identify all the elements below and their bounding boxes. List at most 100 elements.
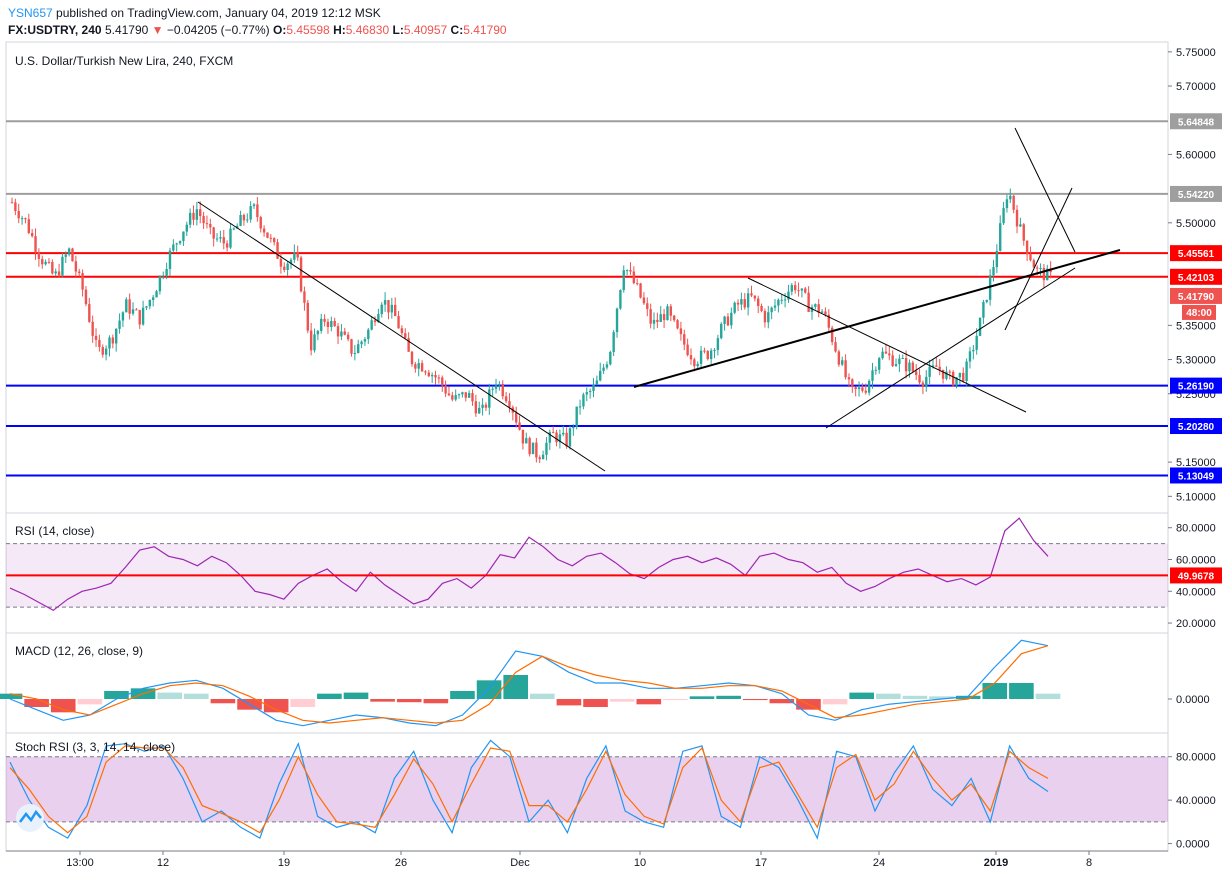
candle xyxy=(629,262,632,275)
macd-histogram-bar xyxy=(636,699,662,705)
macd-histogram-bar xyxy=(1035,693,1061,699)
candle xyxy=(894,358,898,367)
stoch-pane-title: Stoch RSI (3, 3, 14, 14, close) xyxy=(15,740,175,754)
candle xyxy=(135,307,138,311)
y-tick-label: 5.60000 xyxy=(1176,149,1216,161)
trendline-support[interactable] xyxy=(633,249,1121,388)
candle xyxy=(188,208,192,229)
macd-pane-title: MACD (12, 26, close, 9) xyxy=(15,644,143,658)
trendline-wedge-up[interactable] xyxy=(1004,187,1073,331)
macd-histogram-bar xyxy=(450,691,475,699)
candle xyxy=(115,328,118,352)
tradingview-logo-icon[interactable] xyxy=(16,804,44,832)
macd-histogram-bar xyxy=(210,699,236,704)
macd-histogram-bar xyxy=(503,675,528,699)
y-tick-label: 80.0000 xyxy=(1176,752,1216,764)
candle xyxy=(239,210,242,227)
candle xyxy=(847,373,851,388)
x-tick-label: 8 xyxy=(1086,857,1092,869)
macd-histogram-bar xyxy=(769,699,795,704)
candle xyxy=(54,268,57,277)
candle xyxy=(884,343,888,355)
candle xyxy=(14,198,17,216)
candle xyxy=(138,309,141,329)
low-label: L: xyxy=(392,23,404,37)
trendline-wedge-low[interactable] xyxy=(825,267,1076,429)
candle xyxy=(101,344,104,358)
candle xyxy=(182,231,185,246)
rsi-level-badge-text: 49.9678 xyxy=(1178,571,1215,582)
macd-histogram-bar xyxy=(396,699,422,703)
candle xyxy=(743,293,746,310)
candle xyxy=(471,389,474,406)
candle xyxy=(424,370,427,376)
level-badge-0 xyxy=(1170,113,1222,130)
candle xyxy=(131,302,135,316)
rsi-level-badge xyxy=(1170,567,1222,584)
candle xyxy=(158,275,162,295)
y-tick-label: 40.0000 xyxy=(1176,795,1216,807)
macd-line xyxy=(9,639,1049,727)
candle xyxy=(679,321,683,341)
candle xyxy=(514,406,518,428)
macd-histogram-bar xyxy=(982,683,1008,699)
low-value: 5.40957 xyxy=(403,23,448,37)
candle xyxy=(387,300,390,320)
candle xyxy=(454,389,457,402)
author-name[interactable]: YSN657 xyxy=(8,6,53,20)
candle xyxy=(81,269,84,297)
candle xyxy=(410,350,414,367)
candle xyxy=(128,293,131,320)
candle xyxy=(118,313,121,334)
candle xyxy=(367,327,370,344)
candle xyxy=(229,223,232,249)
candle xyxy=(777,298,780,313)
candle xyxy=(854,386,857,397)
y-tick-label: 60.0000 xyxy=(1176,554,1216,566)
level-badge-text-4: 5.26190 xyxy=(1178,382,1215,393)
candle xyxy=(420,360,424,373)
candle xyxy=(178,240,182,245)
trendline-wedge-top[interactable] xyxy=(1014,127,1076,253)
candle xyxy=(283,262,286,273)
candle xyxy=(309,322,313,356)
candle xyxy=(1005,194,1009,213)
y-tick-label: 5.70000 xyxy=(1176,81,1216,93)
candle xyxy=(10,197,14,204)
trendline-group[interactable] xyxy=(197,127,1121,472)
candle xyxy=(602,363,605,374)
candle xyxy=(790,283,794,296)
candle xyxy=(262,225,266,237)
candle xyxy=(84,286,88,307)
x-tick-label: 12 xyxy=(157,857,169,869)
candle xyxy=(656,312,659,328)
y-tick-label: 0.0000 xyxy=(1176,694,1210,706)
macd-histogram-bar xyxy=(530,693,555,699)
candle xyxy=(703,347,706,354)
candle xyxy=(914,364,918,381)
candle xyxy=(659,306,662,323)
candle xyxy=(830,325,834,346)
trendline-down-2[interactable] xyxy=(747,277,1027,413)
trendline-down-1[interactable] xyxy=(197,201,606,472)
macd-histogram-bar xyxy=(290,699,316,707)
candle xyxy=(837,349,841,367)
candle xyxy=(209,218,212,235)
candle xyxy=(511,405,515,421)
candle xyxy=(1019,217,1022,228)
candle xyxy=(246,213,249,223)
y-tick-label: 5.35000 xyxy=(1176,320,1216,332)
candle xyxy=(767,305,770,329)
candle xyxy=(793,281,797,294)
candle xyxy=(958,372,962,385)
candle xyxy=(518,415,521,431)
candle xyxy=(151,294,155,307)
candle xyxy=(1042,264,1046,288)
x-tick-label: 13:00 xyxy=(66,857,94,869)
candle xyxy=(874,366,878,375)
macd-histogram-bar xyxy=(955,695,981,699)
candle xyxy=(757,295,760,314)
candle xyxy=(995,244,999,274)
candle xyxy=(400,325,404,336)
